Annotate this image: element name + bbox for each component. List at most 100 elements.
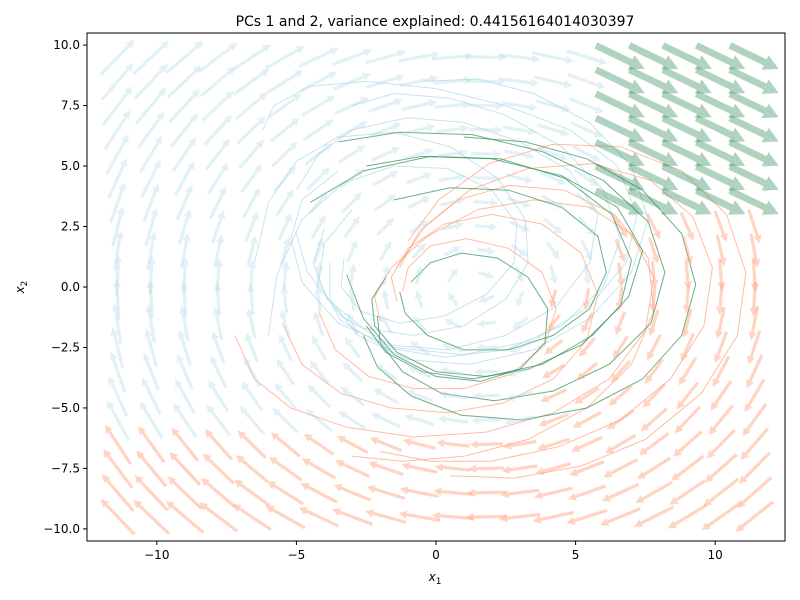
vector-arrow xyxy=(728,42,779,70)
vector-arrow xyxy=(475,222,498,231)
vector-arrow xyxy=(407,196,431,210)
vector-arrow xyxy=(142,183,160,222)
vector-arrow xyxy=(332,508,373,526)
vector-arrow xyxy=(544,338,564,355)
vector-arrow xyxy=(144,328,158,367)
vector-arrow xyxy=(415,266,424,285)
vector-arrow xyxy=(301,95,336,117)
vector-arrow xyxy=(738,451,771,484)
vector-arrow xyxy=(540,388,567,403)
vector-arrow xyxy=(682,235,694,266)
vector-arrow xyxy=(433,76,473,85)
vector-arrow xyxy=(615,286,624,312)
vector-arrow xyxy=(605,433,637,454)
vector-arrow xyxy=(649,285,658,313)
vector-arrow xyxy=(142,352,160,392)
vector-arrow xyxy=(237,430,267,459)
vector-arrow xyxy=(334,97,370,115)
vector-arrow xyxy=(514,266,524,283)
vector-arrow xyxy=(111,206,125,248)
vector-arrow xyxy=(694,139,746,167)
vector-arrow xyxy=(264,46,305,70)
vector-arrow xyxy=(375,363,398,381)
vector-arrow xyxy=(437,414,469,424)
vector-arrow xyxy=(247,283,256,315)
vector-arrow xyxy=(511,316,529,330)
vector-arrow xyxy=(606,409,635,430)
vector-arrow xyxy=(437,148,468,158)
vector-arrow xyxy=(627,139,679,167)
vector-arrow xyxy=(603,458,638,478)
vector-arrow xyxy=(279,309,291,338)
vector-arrow xyxy=(576,361,599,381)
vector-arrow xyxy=(144,207,159,246)
vector-arrow xyxy=(181,257,190,293)
vector-arrow xyxy=(678,357,698,386)
vector-arrow xyxy=(342,361,364,383)
vector-arrow xyxy=(300,483,338,504)
vector-arrow xyxy=(715,234,727,267)
trajectory-line xyxy=(366,155,644,378)
plot-area xyxy=(99,39,779,536)
vector-arrow xyxy=(408,220,429,235)
vector-arrow xyxy=(642,383,666,408)
vector-arrow xyxy=(507,197,532,208)
vector-arrow xyxy=(173,160,195,197)
vector-arrow xyxy=(102,86,133,126)
vector-arrow xyxy=(364,49,407,65)
vector-arrow xyxy=(398,510,441,522)
vector-arrow xyxy=(444,318,463,329)
vector-arrow xyxy=(578,337,596,357)
vector-arrow xyxy=(532,510,575,524)
vector-arrow xyxy=(728,163,779,191)
vector-arrow xyxy=(573,168,600,187)
vector-arrow xyxy=(465,53,508,62)
vector-arrow xyxy=(112,278,122,320)
vector-arrow xyxy=(594,90,645,118)
vector-arrow xyxy=(269,117,300,143)
vector-arrow xyxy=(614,311,627,335)
trajectory-line xyxy=(254,131,529,336)
vector-arrow xyxy=(436,439,470,448)
vector-arrow xyxy=(710,380,733,411)
vector-arrow xyxy=(434,100,471,109)
vector-arrow xyxy=(616,262,625,287)
vector-arrow xyxy=(440,197,465,207)
vector-arrow xyxy=(298,507,340,528)
vector-arrow xyxy=(339,168,365,189)
vector-arrow xyxy=(277,212,292,241)
vector-arrow xyxy=(303,434,335,456)
vector-arrow xyxy=(341,192,363,214)
vector-arrow xyxy=(108,375,129,417)
vector-arrow xyxy=(382,264,391,286)
vector-arrow xyxy=(315,262,324,288)
vector-arrow xyxy=(100,499,136,536)
vector-arrow xyxy=(111,302,123,344)
vector-arrow xyxy=(372,170,399,187)
vector-arrow xyxy=(267,481,304,506)
vector-arrow xyxy=(667,503,708,529)
vector-arrow xyxy=(373,388,400,405)
vector-arrow xyxy=(403,147,435,160)
vector-arrow xyxy=(307,384,332,409)
vector-arrow xyxy=(469,125,503,135)
vector-arrow xyxy=(175,378,196,414)
x-tick-label: −10 xyxy=(144,548,169,562)
vector-arrow xyxy=(274,383,298,410)
vector-arrow xyxy=(542,363,566,379)
vector-arrow xyxy=(439,390,467,400)
vector-arrow xyxy=(535,99,571,113)
vector-arrow xyxy=(378,241,392,261)
vector-arrow xyxy=(406,389,434,403)
vector-arrow xyxy=(543,217,563,234)
trajectory-line xyxy=(329,78,649,365)
vector-arrow xyxy=(409,341,430,356)
vector-arrow xyxy=(431,52,474,61)
vector-arrow xyxy=(232,504,272,531)
vector-arrow xyxy=(661,42,712,70)
vector-arrow xyxy=(509,341,531,353)
y-axis: −10.0 −7.5 −5.0 −2.5 0.0 2.5 5.0 7.5 10.0 xyxy=(43,38,87,536)
vector-arrow xyxy=(173,403,198,438)
vector-arrow xyxy=(648,237,660,264)
vector-arrow xyxy=(171,137,197,172)
